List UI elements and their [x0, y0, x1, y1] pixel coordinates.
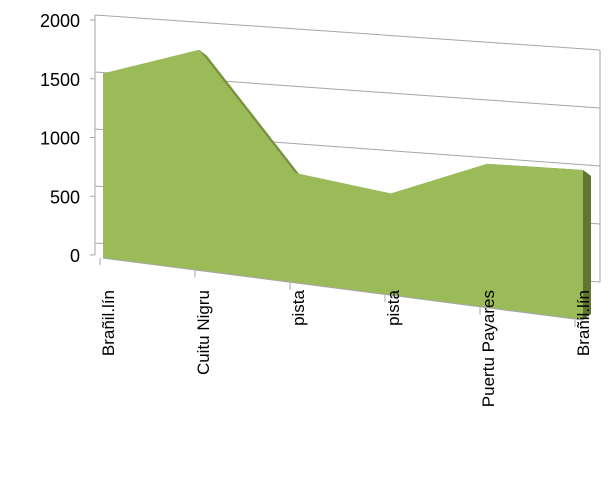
data-area [102, 49, 591, 320]
y-tick-label-0: 0 [70, 246, 80, 266]
axes [90, 19, 584, 327]
y-tick-label-2: 1000 [40, 129, 80, 149]
y-axis-tick-labels: 0 500 1000 1500 2000 [40, 11, 80, 266]
area-front-face [103, 49, 583, 320]
y-tick-label-4: 2000 [40, 11, 80, 31]
area-top-segment-1 [199, 49, 303, 179]
x-tick-label-2: pista [289, 289, 308, 325]
x-axis-tick-labels: Brañil.lín Cuitu Nigru pista pista Puertu Pa… [99, 289, 593, 407]
y-tick-label-3: 1500 [40, 70, 80, 90]
area-side-face [583, 170, 591, 320]
x-tick-label-0: Brañil.lín [99, 290, 118, 356]
x-tick-label-5: Brañil.lín [574, 290, 593, 356]
gridline-4 [94, 14, 601, 51]
x-tick-label-4: Puertu Payares [479, 290, 498, 407]
x-tick-label-1: Cuitu Nigru [194, 290, 213, 375]
y-tick-label-1: 500 [50, 187, 80, 207]
x-axis-line [102, 257, 584, 321]
x-tick-label-3: pista [384, 289, 403, 325]
